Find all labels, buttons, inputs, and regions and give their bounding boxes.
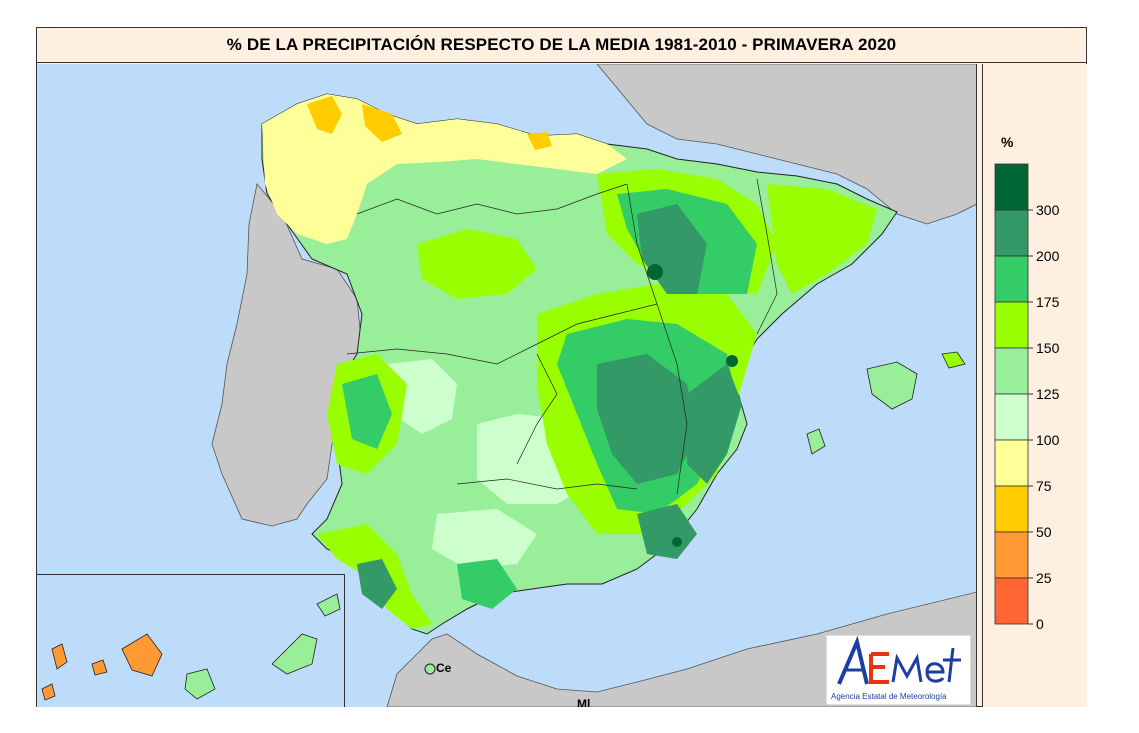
title-bar: % DE LA PRECIPITACIÓN RESPECTO DE LA MED… (37, 28, 1086, 63)
legend-tick-label: 175 (1036, 294, 1060, 310)
france-land (596, 64, 976, 225)
mallorca-island (866, 361, 918, 410)
legend-tick-label: 25 (1036, 570, 1052, 586)
legend-tick-label: 50 (1036, 524, 1052, 540)
legend-swatch-0 (994, 163, 1029, 211)
legend-swatch-2 (994, 255, 1029, 303)
center-light-zone-2 (387, 359, 457, 434)
legend-swatch-9 (994, 577, 1029, 625)
extreme-wet-zone-east (597, 354, 697, 484)
legend-tick-label: 150 (1036, 340, 1060, 356)
very-wet-zone-south (457, 559, 517, 609)
north-drier-zone-3 (527, 132, 552, 150)
wet-zone-catalonia (767, 184, 877, 294)
melilla-label: Ml (577, 697, 591, 707)
legend-tick-label: 75 (1036, 478, 1052, 494)
aemet-logo: Agencia Estatal de Meteorología (826, 635, 971, 705)
legend-swatch-3 (994, 301, 1029, 349)
map-title: % DE LA PRECIPITACIÓN RESPECTO DE LA MED… (226, 35, 897, 54)
legend-tick-label: 100 (1036, 432, 1060, 448)
max-wet-spot-1 (647, 264, 663, 280)
legend-swatch-6 (994, 439, 1029, 487)
legend-unit-label: % (1001, 134, 1014, 150)
legend-swatch-1 (994, 209, 1029, 257)
legend-swatch-5 (994, 393, 1029, 441)
legend-tick-label: 125 (1036, 386, 1060, 402)
max-wet-spot-2 (726, 355, 738, 367)
wet-zone-duero (417, 229, 537, 299)
legend-panel: % 300 200 175 150 125 100 75 50 25 0 (982, 64, 1087, 707)
map-frame: % DE LA PRECIPITACIÓN RESPECTO DE LA MED… (36, 27, 1087, 707)
canary-islands (41, 593, 341, 701)
legend-tick-label: 200 (1036, 248, 1060, 264)
north-drier-zone-2 (362, 104, 402, 142)
aemet-logo-mark (837, 636, 961, 685)
legend-colorbar (994, 163, 1033, 625)
ceuta-label: Ce (436, 661, 452, 675)
ibiza-island (806, 428, 826, 455)
legend-tick-label: 0 (1036, 616, 1044, 632)
very-wet-zone-west (342, 374, 392, 449)
ceuta-marker (424, 663, 436, 675)
canary-inset (37, 574, 345, 707)
menorca-island (941, 351, 966, 369)
aemet-logo-subtitle: Agencia Estatal de Meteorología (831, 692, 947, 701)
north-dry-zone (262, 94, 627, 244)
extreme-wet-zone-valencia (687, 364, 742, 484)
portugal-land (211, 183, 363, 527)
map-panel: Ce Ml Agencia Estatal de Meteorología (37, 64, 977, 707)
legend-swatch-7 (994, 485, 1029, 533)
legend-swatch-4 (994, 347, 1029, 395)
center-light-zone-3 (432, 509, 537, 569)
region-boundaries (346, 178, 778, 495)
extreme-wet-zone-murcia (637, 504, 697, 559)
legend-tick-label: 300 (1036, 202, 1060, 218)
extreme-wet-zone-cadiz (357, 559, 397, 609)
legend-swatch-8 (994, 531, 1029, 579)
max-wet-spot-3 (672, 537, 682, 547)
north-drier-zone-1 (307, 96, 342, 134)
